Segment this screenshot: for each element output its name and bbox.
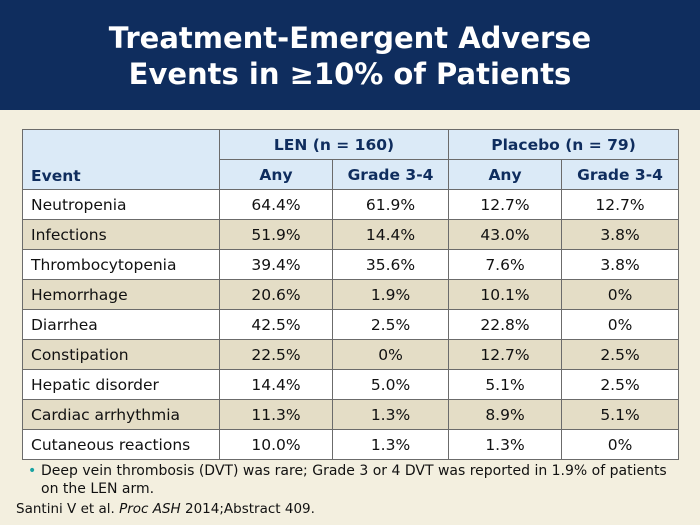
- value-cell: 5.0%: [331, 369, 450, 400]
- value-cell: 22.8%: [448, 309, 563, 340]
- event-name-cell: Constipation: [22, 339, 220, 370]
- len-grade34-header: Grade 3-4: [331, 159, 450, 190]
- citation-authors: Santini V et al.: [16, 501, 115, 517]
- event-name-cell: Infections: [22, 219, 220, 250]
- subheader-row: Any Grade 3-4 Any Grade 3-4: [23, 159, 680, 190]
- citation: Santini V et al. Proc ASH 2014;Abstract …: [16, 501, 315, 517]
- table-row: Thrombocytopenia 39.4% 35.6% 7.6% 3.8%: [22, 249, 680, 280]
- value-cell: 7.6%: [448, 249, 563, 280]
- value-cell: 1.3%: [448, 429, 563, 460]
- value-cell: 0%: [561, 279, 680, 310]
- value-cell: 64.4%: [219, 189, 333, 220]
- adverse-events-table: Event LEN (n = 160) Placebo (n = 79) Any…: [22, 129, 680, 460]
- citation-journal: Proc ASH: [119, 501, 181, 517]
- table-row: Hemorrhage 20.6% 1.9% 10.1% 0%: [22, 279, 680, 310]
- value-cell: 10.1%: [448, 279, 563, 310]
- value-cell: 12.7%: [448, 339, 563, 370]
- table-row: Diarrhea 42.5% 2.5% 22.8% 0%: [22, 309, 680, 340]
- event-name-cell: Neutropenia: [22, 189, 220, 220]
- event-name-cell: Thrombocytopenia: [22, 249, 220, 280]
- value-cell: 51.9%: [219, 219, 333, 250]
- table-row: Cutaneous reactions 10.0% 1.3% 1.3% 0%: [22, 429, 680, 460]
- citation-rest: 2014;Abstract 409.: [185, 501, 315, 517]
- value-cell: 3.8%: [561, 249, 680, 280]
- value-cell: 2.5%: [561, 339, 680, 370]
- value-cell: 0%: [331, 339, 450, 370]
- table-body: Neutropenia 64.4% 61.9% 12.7% 12.7% Infection…: [22, 189, 680, 460]
- table-row: Neutropenia 64.4% 61.9% 12.7% 12.7%: [22, 189, 680, 220]
- value-cell: 10.0%: [219, 429, 333, 460]
- value-cell: 12.7%: [448, 189, 563, 220]
- event-name-cell: Diarrhea: [22, 309, 220, 340]
- footnote-text: Deep vein thrombosis (DVT) was rare; Gra…: [41, 463, 667, 497]
- event-name-cell: Hepatic disorder: [22, 369, 220, 400]
- value-cell: 22.5%: [219, 339, 333, 370]
- placebo-any-header: Any: [448, 159, 563, 190]
- value-cell: 14.4%: [331, 219, 450, 250]
- table-row: Hepatic disorder 14.4% 5.0% 5.1% 2.5%: [22, 369, 680, 400]
- value-cell: 8.9%: [448, 399, 563, 430]
- len-group-header: LEN (n = 160): [218, 129, 450, 160]
- table-row: Infections 51.9% 14.4% 43.0% 3.8%: [22, 219, 680, 250]
- value-cell: 42.5%: [219, 309, 333, 340]
- table-row: Constipation 22.5% 0% 12.7% 2.5%: [22, 339, 680, 370]
- value-cell: 14.4%: [219, 369, 333, 400]
- placebo-grade34-header: Grade 3-4: [561, 159, 680, 190]
- event-name-cell: Hemorrhage: [22, 279, 220, 310]
- title-line-2: Events in ≥10% of Patients: [128, 57, 572, 91]
- value-cell: 1.3%: [331, 429, 450, 460]
- group-header-row: Event LEN (n = 160) Placebo (n = 79): [22, 129, 680, 190]
- event-name-cell: Cardiac arrhythmia: [22, 399, 220, 430]
- slide-title: Treatment-Emergent Adverse Events in ≥10…: [0, 20, 700, 92]
- event-name-cell: Cutaneous reactions: [22, 429, 220, 460]
- value-cell: 5.1%: [561, 399, 680, 430]
- placebo-group-header: Placebo (n = 79): [448, 129, 680, 160]
- value-cell: 12.7%: [561, 189, 680, 220]
- len-any-header: Any: [219, 159, 333, 190]
- value-cell: 3.8%: [561, 219, 680, 250]
- value-cell: 61.9%: [331, 189, 450, 220]
- value-cell: 0%: [561, 309, 680, 340]
- value-cell: 43.0%: [448, 219, 563, 250]
- title-line-1: Treatment-Emergent Adverse: [108, 21, 592, 55]
- value-cell: 11.3%: [219, 399, 333, 430]
- value-cell: 20.6%: [219, 279, 333, 310]
- value-cell: 2.5%: [561, 369, 680, 400]
- value-cell: 5.1%: [448, 369, 563, 400]
- value-cell: 0%: [561, 429, 680, 460]
- value-cell: 1.9%: [331, 279, 450, 310]
- value-cell: 35.6%: [331, 249, 450, 280]
- value-cell: 39.4%: [219, 249, 333, 280]
- title-bar: [0, 0, 700, 110]
- table-row: Cardiac arrhythmia 11.3% 1.3% 8.9% 5.1%: [22, 399, 680, 430]
- event-column-header: Event: [22, 129, 220, 190]
- value-cell: 2.5%: [331, 309, 450, 340]
- footnote: • Deep vein thrombosis (DVT) was rare; G…: [28, 462, 678, 498]
- bullet-icon: •: [28, 463, 37, 479]
- value-cell: 1.3%: [331, 399, 450, 430]
